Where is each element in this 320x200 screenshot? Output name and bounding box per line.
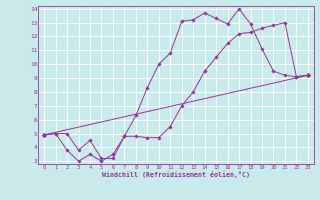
X-axis label: Windchill (Refroidissement éolien,°C): Windchill (Refroidissement éolien,°C) (102, 171, 250, 178)
